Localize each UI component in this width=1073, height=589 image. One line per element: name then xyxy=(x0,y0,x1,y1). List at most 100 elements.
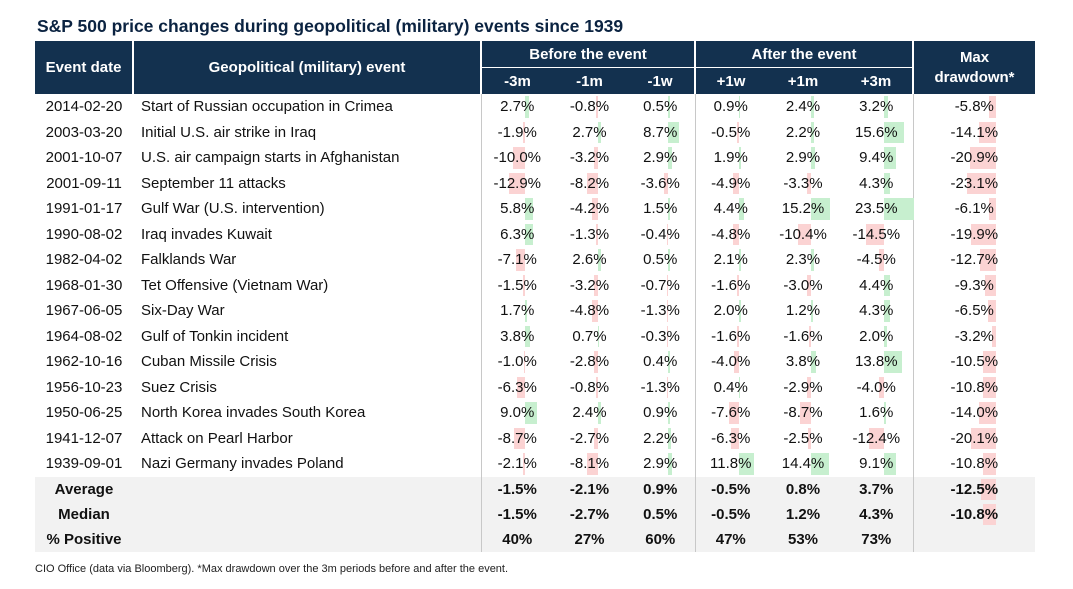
value-cell-m3m: 6.3% xyxy=(480,221,553,247)
value-cell-p3m: -4.5% xyxy=(840,247,913,273)
value-cell-p1m: -2.5% xyxy=(766,426,840,452)
negative-bar xyxy=(806,172,812,194)
value-cell-m1m: -3.2% xyxy=(553,145,626,171)
positive-bar xyxy=(738,249,742,271)
header-after-group: After the event xyxy=(694,41,914,68)
value-cell-p1w: -6.3% xyxy=(694,425,767,451)
summary-cell-p1w: -0.5% xyxy=(694,476,767,502)
value-text: 2.4% xyxy=(785,98,821,116)
value-text: -7.6% xyxy=(711,404,751,422)
positive-bar xyxy=(525,96,529,118)
positive-bar xyxy=(738,198,745,220)
negative-bar xyxy=(522,121,526,143)
header-event-date: Event date xyxy=(35,41,133,94)
value-text: -7.1% xyxy=(497,251,537,269)
negative-bar xyxy=(587,172,598,194)
positive-bar xyxy=(738,96,741,118)
value-cell-max-drawdown: -19.9% xyxy=(912,221,1036,247)
value-cell-p1m: 2.4% xyxy=(766,94,840,120)
table-row: 1941-12-07 Attack on Pearl Harbor -8.7% -2.… xyxy=(35,425,1036,452)
value-cell-m1w: 2.9% xyxy=(626,451,695,477)
value-cell-p1w: -7.6% xyxy=(694,400,767,426)
negative-bar xyxy=(736,325,739,347)
negative-bar xyxy=(984,274,997,296)
value-cell-p1w: -0.5% xyxy=(694,119,767,145)
value-text: -10.5% xyxy=(950,353,999,371)
value-cell-m1w: 0.4% xyxy=(626,349,695,375)
value-cell-m1m: -8.1% xyxy=(553,451,626,477)
value-text: 0.7% xyxy=(572,327,607,345)
value-text: -4.8% xyxy=(569,302,610,320)
value-text: -0.3% xyxy=(640,327,680,345)
negative-bar xyxy=(980,249,997,271)
summary-spacer xyxy=(133,476,481,502)
summary-cell-p1m: 1.2% xyxy=(766,501,841,527)
value-cell-max-drawdown: -9.3% xyxy=(912,272,1036,298)
negative-bar xyxy=(594,351,598,373)
event-date-cell: 2001-09-11 xyxy=(46,174,122,192)
table-row: 1990-08-02 Iraq invades Kuwait 6.3% -1.3% -0… xyxy=(35,221,1036,247)
positive-bar xyxy=(597,121,601,143)
value-text: 1.2% xyxy=(785,302,821,320)
negative-bar xyxy=(733,351,739,373)
summary-value-text: 0.9% xyxy=(643,480,678,498)
positive-bar xyxy=(525,198,533,220)
summary-row: Median -1.5% -2.7% 0.5% -0.5% 1.2% 4.3% -10.8% xyxy=(35,501,1036,527)
positive-bar xyxy=(668,96,670,118)
value-cell-m1w: -1.3% xyxy=(626,298,695,324)
positive-bar xyxy=(525,223,534,245)
value-text: -3.3% xyxy=(783,174,823,192)
value-text: -0.4% xyxy=(640,225,680,243)
negative-bar xyxy=(737,121,739,143)
value-cell-p1w: 0.9% xyxy=(694,94,767,120)
negative-bar xyxy=(866,223,885,245)
negative-bar xyxy=(587,453,598,475)
event-date-cell: 2003-03-20 xyxy=(45,123,123,141)
value-text: 2.3% xyxy=(785,251,821,269)
value-text: -1.3% xyxy=(640,302,680,320)
value-text: -2.7% xyxy=(569,429,610,447)
table-row: 1964-08-02 Gulf of Tonkin incident 3.8% 0.7… xyxy=(35,323,1036,349)
value-cell-m3m: -1.0% xyxy=(480,349,553,375)
value-text: 15.6% xyxy=(855,123,898,141)
summary-cell-p3m: 3.7% xyxy=(840,476,914,502)
negative-bar xyxy=(596,376,598,398)
value-text: 2.2% xyxy=(643,429,678,447)
value-cell-p1m: 2.9% xyxy=(766,145,840,171)
negative-bar xyxy=(591,300,598,322)
event-date-cell: 1939-09-01 xyxy=(45,455,123,473)
value-cell-m1w: 2.2% xyxy=(626,426,695,452)
negative-bar xyxy=(807,274,812,296)
negative-bar xyxy=(879,376,885,398)
value-cell-p3m: -12.4% xyxy=(840,426,913,452)
summary-value-text: 0.8% xyxy=(785,480,821,498)
negative-bar xyxy=(729,402,739,424)
value-text: -2.1% xyxy=(497,455,537,473)
value-cell-max-drawdown: -6.5% xyxy=(912,298,1036,324)
value-cell-m3m: -10.0% xyxy=(480,145,553,171)
value-text: 8.7% xyxy=(643,123,678,141)
value-cell-p3m: -4.0% xyxy=(840,375,913,401)
value-cell-max-drawdown: -20.1% xyxy=(912,425,1036,451)
value-cell-max-drawdown: -14.1% xyxy=(912,119,1036,145)
positive-bar xyxy=(525,402,537,424)
value-cell-m1w: -3.6% xyxy=(626,171,695,197)
positive-bar xyxy=(884,274,890,296)
value-text: -9.3% xyxy=(954,276,994,294)
event-name-cell: Gulf of Tonkin incident xyxy=(141,327,289,345)
summary-row: % Positive 40% 27% 60% 47% 53% 73% xyxy=(35,526,1036,552)
value-text: 2.1% xyxy=(713,251,748,269)
negative-bar xyxy=(878,249,885,271)
table-row: 2001-09-11 September 11 attacks -12.9% -8.2… xyxy=(35,170,1036,197)
table-row: 1968-01-30 Tet Offensive (Vietnam War) -1.… xyxy=(35,272,1036,299)
negative-bar xyxy=(978,402,997,424)
value-cell-m1w: 8.7% xyxy=(626,120,695,146)
negative-bar xyxy=(736,274,739,296)
header-col-p3m: +3m xyxy=(840,67,914,94)
value-cell-p1m: -3.0% xyxy=(766,273,840,299)
value-cell-m3m: -12.9% xyxy=(480,170,553,196)
summary-row: Average -1.5% -2.1% 0.9% -0.5% 0.8% 3.7% -12.5% xyxy=(35,476,1036,502)
value-text: -4.0% xyxy=(856,378,896,396)
value-text: -4.8% xyxy=(711,225,751,243)
table-row: 2014-02-20 Start of Russian occupation in… xyxy=(35,94,1036,120)
